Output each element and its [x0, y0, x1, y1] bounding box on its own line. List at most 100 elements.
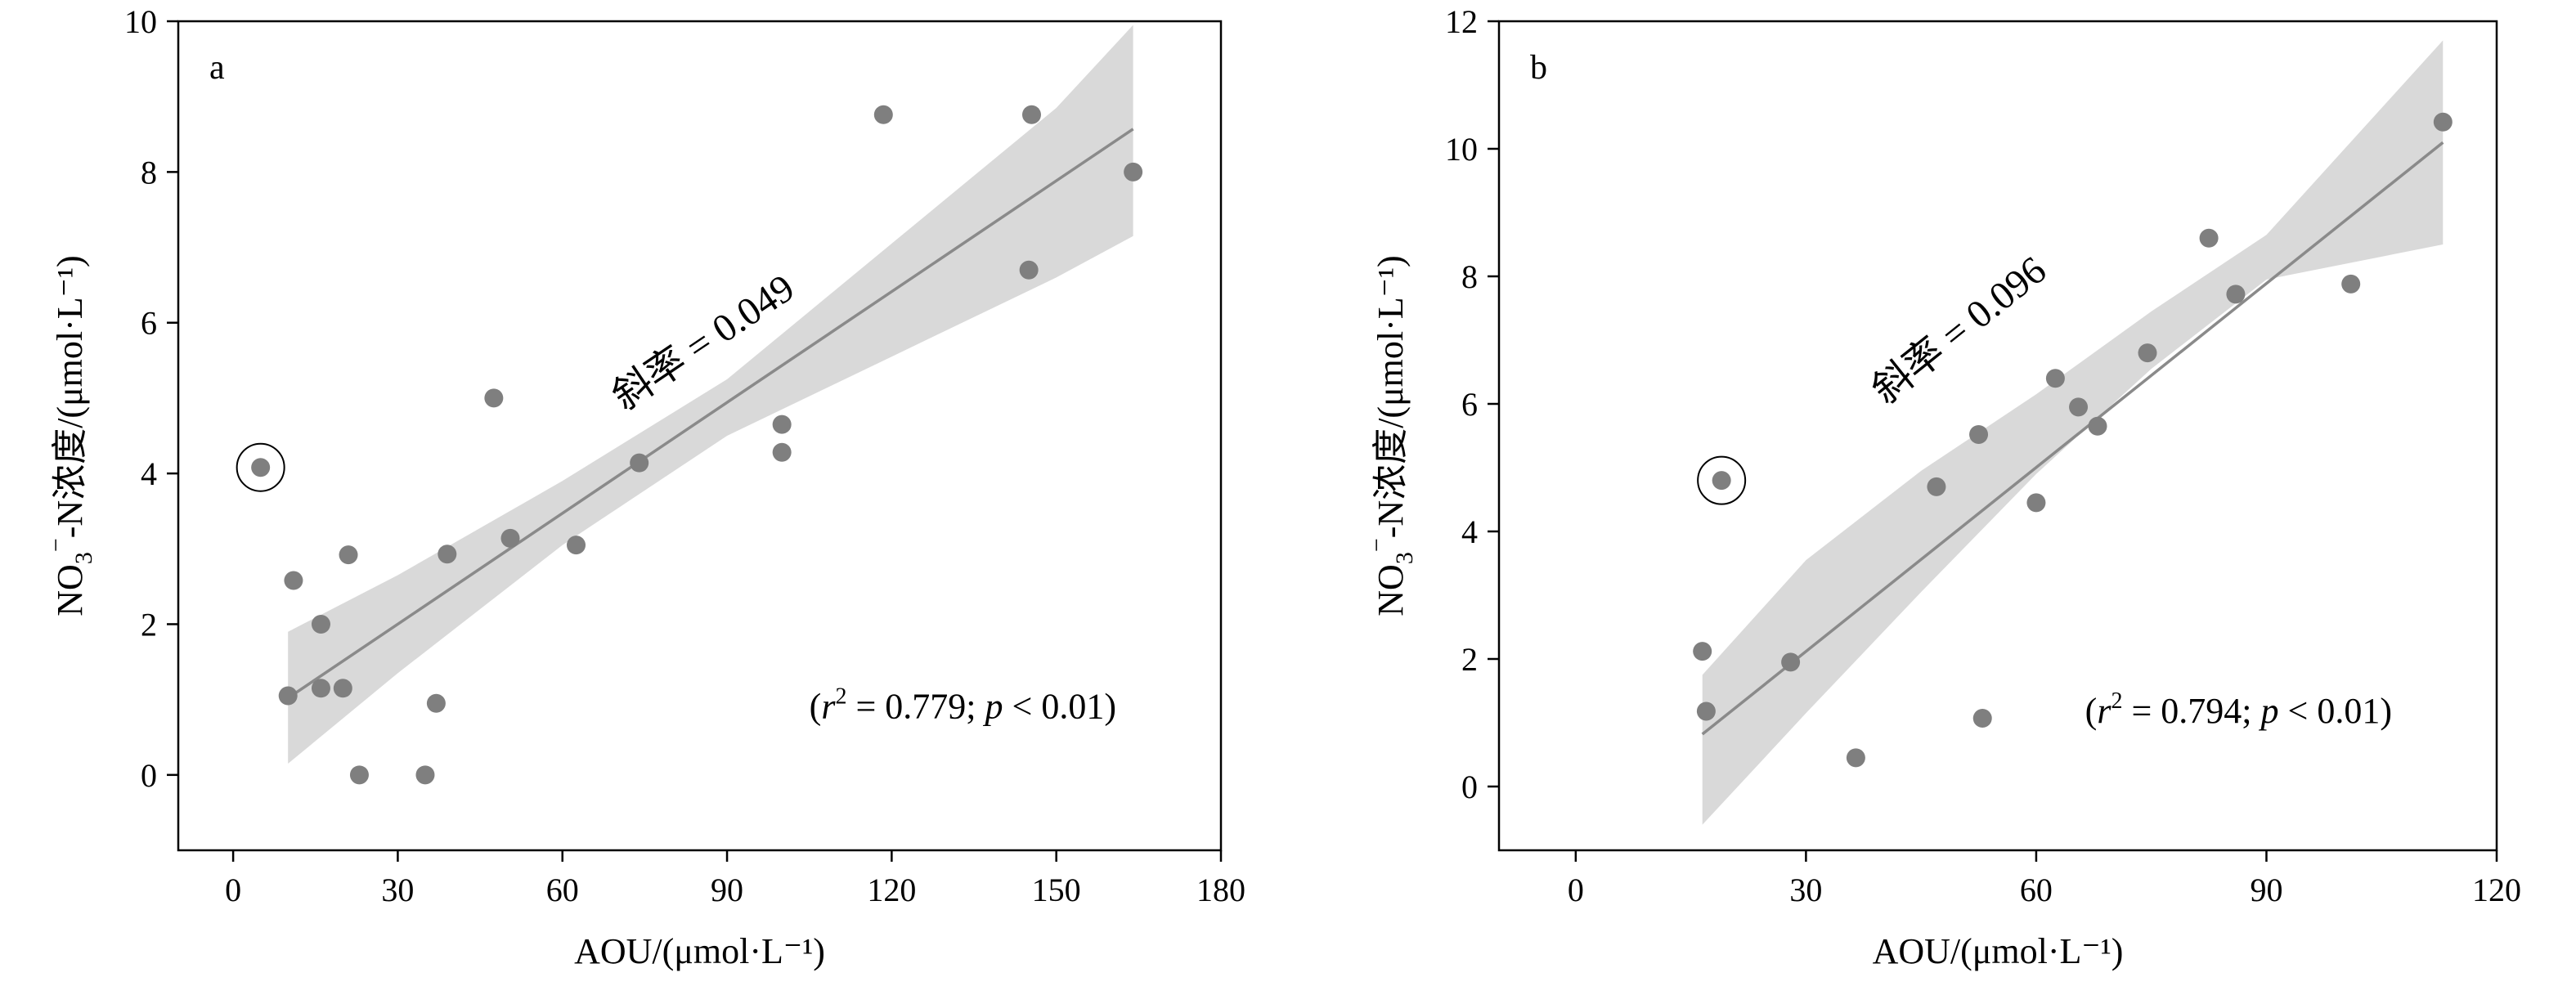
data-point: [1124, 162, 1143, 182]
data-point: [278, 686, 298, 706]
panel-label: b: [1530, 49, 1547, 87]
stats-r-symbol: r: [821, 687, 836, 727]
y-tick-label: 12: [1445, 3, 1478, 40]
data-point: [438, 545, 457, 564]
x-tick-label: 60: [2020, 872, 2053, 908]
data-point: [873, 105, 893, 124]
y-tick-label: 6: [1461, 386, 1478, 423]
y-axis-label-prefix: NO: [1371, 564, 1411, 616]
x-tick-label: 150: [1032, 872, 1081, 908]
data-point: [415, 765, 435, 785]
stats-r-exponent: 2: [2111, 688, 2122, 714]
panel-a: 0 30 60 90 120 150 180 0 2 4 6 8 10 a AOU/(μmol·L⁻¹) NO…: [43, 3, 1245, 971]
stats-equals: =: [846, 687, 885, 727]
y-axis-label-sup: −: [43, 538, 70, 552]
slope-annotation: 斜率 = 0.096: [1865, 249, 2054, 413]
x-axis-label: AOU/(μmol·L⁻¹): [574, 931, 825, 971]
y-tick-label: 4: [141, 455, 157, 492]
stats-r-exponent: 2: [835, 684, 846, 710]
y-tick-label: 2: [141, 606, 157, 643]
y-axis-label-suffix: -N浓度/(μmol·L⁻¹): [1371, 255, 1411, 538]
x-tick-label: 90: [711, 872, 743, 908]
x-tick-label: 30: [381, 872, 414, 908]
data-point: [484, 388, 504, 408]
stats-r2-value: 0.794: [2161, 691, 2242, 731]
x-axis-label: AOU/(μmol·L⁻¹): [1873, 931, 2124, 971]
x-tick-label: 60: [546, 872, 579, 908]
data-point: [772, 442, 792, 462]
data-point: [1021, 105, 1041, 124]
regression-line: [1701, 141, 2444, 736]
panel-label: a: [209, 49, 225, 87]
y-tick-label: 6: [141, 305, 157, 342]
stats-paren-close: ): [1104, 687, 1116, 727]
data-point: [1969, 424, 1989, 444]
data-point: [284, 571, 303, 590]
data-point: [2433, 112, 2453, 132]
data-point: [1972, 709, 1992, 728]
y-axis-label-prefix: NO: [50, 564, 90, 616]
y-tick-label: 10: [124, 3, 157, 40]
stats-p-value: 0.01: [1041, 687, 1104, 727]
stats-p-symbol: p: [983, 687, 1003, 727]
stats-p-value: 0.01: [2317, 691, 2380, 731]
x-tick-label: 90: [2250, 872, 2282, 908]
y-tick-label: 2: [1461, 641, 1478, 678]
y-axis-label-sub: 3: [70, 552, 97, 564]
y-tick-label: 0: [1461, 769, 1478, 805]
outlier-point: [1712, 471, 1731, 491]
x-tick-label: 0: [1568, 872, 1584, 908]
stats-r-symbol: r: [2097, 691, 2112, 731]
plot-frame: [177, 20, 1223, 852]
confidence-band: [1702, 40, 2444, 825]
y-axis-label-suffix: -N浓度/(μmol·L⁻¹): [50, 255, 90, 538]
data-point: [339, 545, 358, 565]
confidence-band: [288, 25, 1133, 764]
y-axis-label-sub: 3: [1391, 552, 1418, 564]
data-point: [1927, 477, 1946, 496]
y-tick-label: 10: [1445, 131, 1478, 168]
stats-paren-open: (: [2085, 691, 2098, 731]
data-point: [1019, 260, 1039, 280]
y-tick-label: 0: [141, 757, 157, 794]
outlier-ring: [236, 442, 285, 492]
data-point: [500, 528, 520, 548]
y-axis-label: NO3−-N浓度/(μmol·L⁻¹): [43, 255, 97, 616]
data-point: [2045, 369, 2065, 388]
data-point: [311, 679, 330, 698]
regression-line: [287, 128, 1134, 700]
outlier-point: [251, 458, 271, 477]
data-point: [2226, 285, 2246, 304]
data-point: [1696, 701, 1716, 721]
x-tick-label: 120: [867, 872, 916, 908]
data-point: [311, 614, 330, 634]
data-point: [2341, 274, 2361, 294]
stats-paren-open: (: [810, 687, 822, 727]
stats-less-than: <: [1003, 687, 1042, 727]
data-point: [2088, 416, 2107, 436]
data-point: [2026, 493, 2046, 513]
x-tick-label: 0: [225, 872, 241, 908]
data-point: [2069, 397, 2089, 417]
y-tick-label: 8: [1461, 258, 1478, 295]
y-tick-label: 8: [141, 154, 157, 190]
data-point: [349, 765, 369, 785]
x-tick-label: 30: [1789, 872, 1822, 908]
data-point: [630, 453, 649, 473]
panel-b: 0 30 60 90 120 0 2 4 6 8 10 12 b AOU/(μmol·L⁻¹) NO3−-N…: [1363, 3, 2521, 971]
stats-paren-close: ): [2380, 691, 2392, 731]
y-axis-label: NO3−-N浓度/(μmol·L⁻¹): [1363, 255, 1418, 616]
data-point: [333, 679, 352, 698]
stats-r2-value: 0.779: [885, 687, 966, 727]
data-point: [1693, 642, 1712, 661]
data-point: [772, 415, 792, 434]
data-point: [1846, 748, 1865, 768]
stats-less-than: <: [2279, 691, 2318, 731]
stats-separator: ;: [966, 687, 985, 727]
stats-equals: =: [2122, 691, 2161, 731]
plot-frame: [1497, 20, 2498, 852]
x-tick-label: 120: [2472, 872, 2521, 908]
stats-annotation: (r2 = 0.794; p < 0.01): [2085, 688, 2392, 731]
data-point: [2138, 343, 2157, 363]
